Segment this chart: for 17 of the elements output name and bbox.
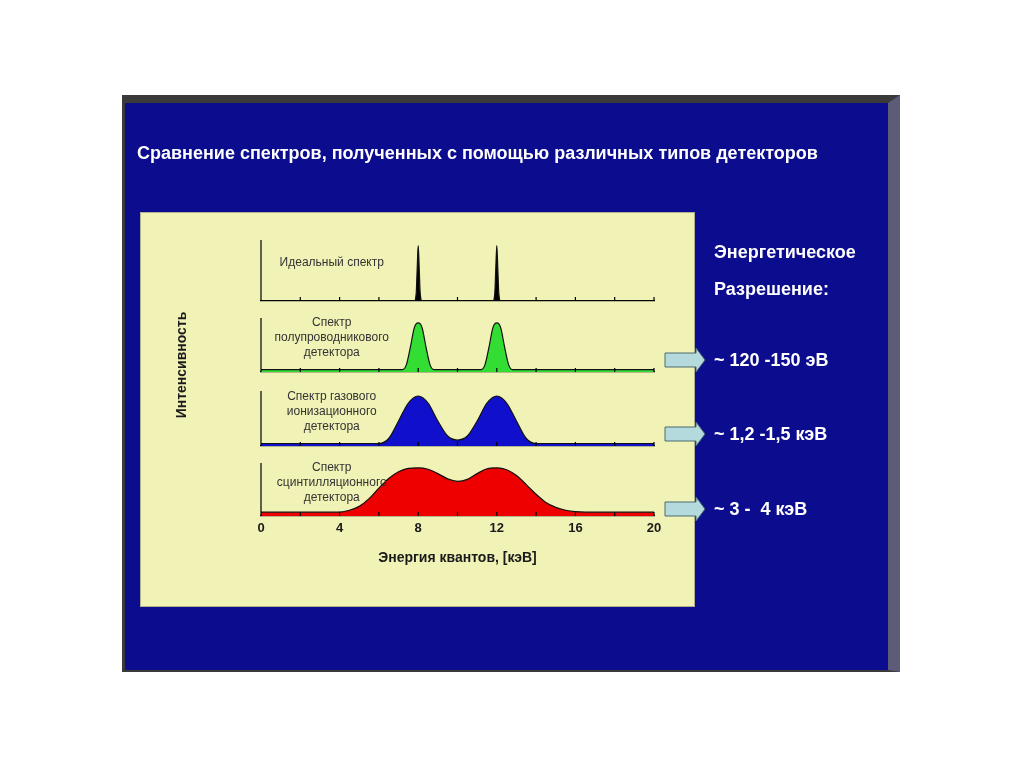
x-tick-label: 4 <box>335 520 344 536</box>
text: Энергетическое Разрешение: <box>714 241 857 301</box>
text: Спектр газового ионизационного детектора <box>286 388 377 433</box>
x-tick-label: 20 <box>646 520 662 536</box>
y-axis-title: Интенсивность <box>173 311 189 419</box>
text: ~ 3 - 4 кэВ <box>714 498 808 521</box>
x-tick-label: 8 <box>414 520 422 536</box>
x-axis-title: Энергия квантов, [кэВ] <box>378 549 537 566</box>
text: Спектр сцинтилляционного детектора <box>276 460 387 505</box>
text: Сравнение спектров, полученных с помощью различных типов детекторов <box>137 142 819 165</box>
text: ~ 120 -150 эВ <box>714 349 829 372</box>
text: Спектр полупроводникового детектора <box>274 315 390 360</box>
text: ~ 1,2 -1,5 кэВ <box>714 423 828 446</box>
text: Идеальный спектр <box>279 254 385 269</box>
x-tick-label: 16 <box>568 520 583 536</box>
x-tick-label: 0 <box>257 520 265 536</box>
x-tick-label: 12 <box>489 520 505 536</box>
